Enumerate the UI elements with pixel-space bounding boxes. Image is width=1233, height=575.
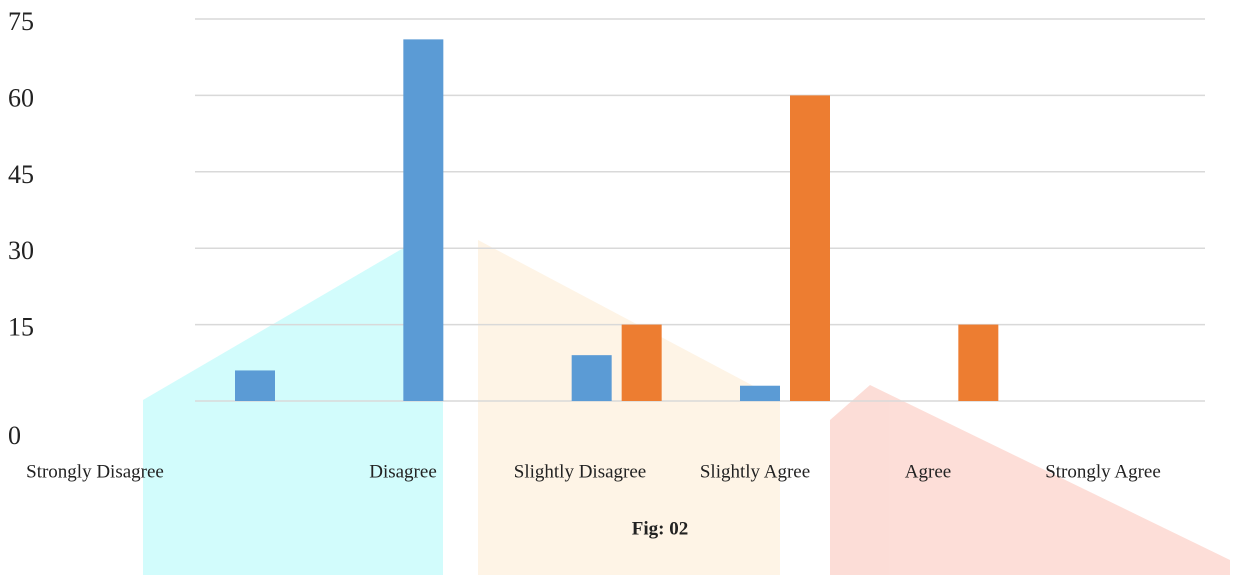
- bar: [740, 385, 780, 401]
- caption: Fig: 02: [632, 518, 688, 539]
- y-tick-label: 60: [8, 83, 34, 112]
- y-tick-label: 15: [8, 313, 34, 342]
- x-tick-label: Strongly Disagree: [26, 461, 164, 482]
- y-tick-label: 0: [8, 421, 21, 450]
- x-tick-label: Disagree: [369, 461, 437, 482]
- bar: [790, 95, 830, 402]
- bar: [621, 324, 662, 401]
- y-tick-label: 75: [8, 7, 34, 36]
- bar: [403, 39, 444, 402]
- x-tick-label: Agree: [905, 461, 951, 482]
- watermark: [143, 230, 1230, 575]
- y-tick-label: 30: [8, 236, 34, 265]
- x-tick-label: Slightly Agree: [700, 461, 810, 482]
- x-tick-label: Slightly Disagree: [514, 461, 646, 482]
- bar: [958, 324, 999, 401]
- bar: [571, 355, 612, 401]
- bar: [235, 370, 275, 401]
- y-tick-label: 45: [8, 160, 34, 189]
- x-tick-label: Strongly Agree: [1045, 461, 1161, 482]
